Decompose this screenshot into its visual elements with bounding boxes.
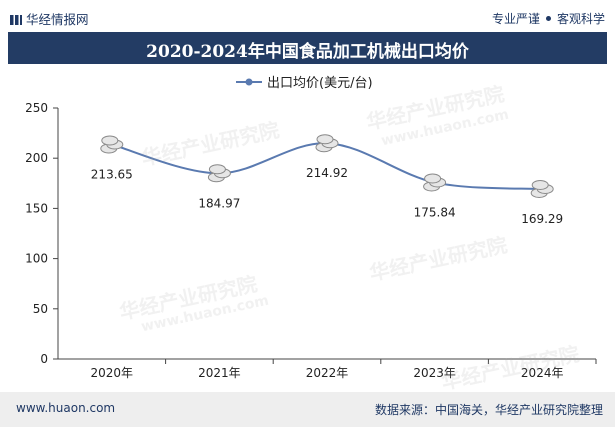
x-tick-label: 2020年: [91, 366, 134, 380]
title-bar: 2020-2024年中国食品加工机械出口均价: [8, 32, 607, 64]
slogan-left: 专业严谨: [491, 12, 540, 26]
coin-stack-marker-icon: [423, 173, 447, 192]
y-tick-label: 200: [25, 151, 48, 165]
data-label: 175.84: [414, 205, 456, 219]
x-tick-label: 2022年: [306, 366, 349, 380]
footer-website: www.huaon.com: [16, 401, 116, 415]
legend-label: 出口均价(美元/台): [267, 76, 373, 91]
data-label: 214.92: [306, 166, 348, 180]
coin-stack-marker-icon: [530, 180, 554, 199]
logo: 华经情报网: [10, 9, 89, 28]
logo-icon: [10, 15, 22, 25]
x-tick-label: 2023年: [413, 366, 456, 380]
coin-stack-marker-icon: [207, 164, 231, 183]
line-chart: 0 50 100 150 200 250 2020年 2021年 2022年 2023年 2024年…: [25, 76, 597, 380]
coin-stack-marker-icon: [315, 134, 339, 153]
x-tick-label: 2021年: [198, 366, 241, 380]
footer: www.huaon.com 数据来源：中国海关，华经产业研究院整理: [0, 392, 615, 427]
top-bar: 华经情报网 专业严谨 客观科学: [0, 0, 615, 32]
y-tick-label: 50: [33, 302, 48, 316]
logo-text: 华经情报网: [26, 12, 89, 27]
coin-stack-marker-icon: [100, 135, 124, 154]
slogan-right: 客观科学: [556, 12, 605, 26]
y-tick-label: 250: [25, 101, 48, 115]
data-label: 213.65: [91, 167, 133, 181]
legend-marker-icon: [245, 78, 253, 86]
y-tick-label: 0: [40, 352, 48, 366]
y-tick-label: 150: [25, 201, 48, 215]
y-tick-label: 100: [25, 252, 48, 266]
slogan: 专业严谨 客观科学: [492, 10, 605, 27]
x-tick-label: 2024年: [521, 366, 564, 380]
bullet-dot-icon: [545, 16, 551, 21]
data-label: 169.29: [521, 212, 563, 226]
footer-source: 数据来源：中国海关，华经产业研究院整理: [374, 403, 603, 417]
chart-title: 2020-2024年中国食品加工机械出口均价: [146, 42, 469, 62]
data-label: 184.97: [198, 196, 240, 210]
